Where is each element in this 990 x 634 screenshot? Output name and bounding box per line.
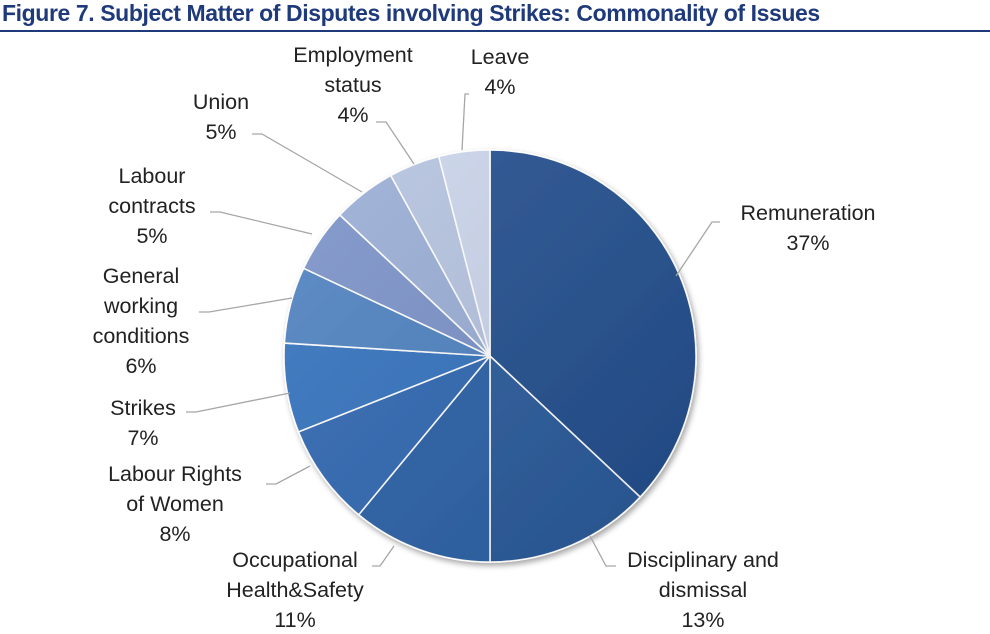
slice-name: Employment: [293, 43, 413, 67]
slice-name: Union: [193, 90, 249, 114]
title-underline: [0, 30, 990, 32]
slice-label: Remuneration 37%: [740, 201, 875, 255]
leader-line: [461, 93, 469, 151]
leader-line: [199, 297, 293, 313]
slice-percent: 5%: [136, 224, 167, 248]
slice-label: Union 5%: [193, 90, 249, 144]
slice-percent: 5%: [205, 120, 236, 144]
slice-percent: 6%: [125, 354, 156, 378]
pie-slices: [283, 149, 697, 563]
slice-label: Employment status 4%: [293, 43, 413, 127]
slice-name: Strikes: [110, 396, 176, 420]
leader-line: [266, 465, 311, 485]
slice-percent: 37%: [786, 231, 829, 255]
figure-title: Figure 7. Subject Matter of Disputes inv…: [2, 0, 820, 26]
slice-percent: 4%: [337, 103, 368, 127]
slice-name: Labour: [119, 164, 186, 188]
leader-line: [589, 535, 616, 567]
slice-labels: Remuneration 37% Disciplinary and dismissal…: [93, 43, 876, 632]
slice-label: Labour Rights of Women 8%: [108, 462, 242, 546]
leader-line: [372, 545, 395, 567]
slice-percent: 8%: [159, 522, 190, 546]
slice-label: Occupational Health&Safety 11%: [226, 548, 364, 632]
slice-percent: 7%: [127, 426, 158, 450]
slice-name: Remuneration: [740, 201, 875, 225]
slice-label: General working conditions 6%: [93, 264, 190, 378]
slice-name: Labour Rights: [108, 462, 242, 486]
slice-name: status: [324, 73, 381, 97]
slice-label: Disciplinary and dismissal 13%: [627, 548, 779, 632]
slice-percent: 4%: [484, 75, 515, 99]
slice-percent: 13%: [681, 608, 724, 632]
slice-name: working: [103, 294, 178, 318]
slice-name: of Women: [126, 492, 224, 516]
leader-lines: [186, 93, 720, 567]
slice-name: Leave: [471, 45, 530, 69]
leader-line: [376, 121, 415, 165]
leader-line: [210, 211, 313, 235]
slice-name: Disciplinary and: [627, 548, 779, 572]
slice-name: Occupational: [232, 548, 358, 572]
leader-line: [675, 221, 720, 277]
slice-name: conditions: [93, 324, 190, 348]
leader-line: [252, 133, 363, 193]
slice-label: Labour contracts 5%: [108, 164, 195, 248]
slice-name: dismissal: [659, 578, 747, 602]
slice-name: contracts: [108, 194, 195, 218]
slice-name: General: [103, 264, 180, 288]
slice-name: Health&Safety: [226, 578, 364, 602]
leader-line: [186, 392, 291, 413]
slice-label: Leave 4%: [471, 45, 530, 99]
slice-percent: 11%: [274, 608, 315, 632]
slice-label: Strikes 7%: [110, 396, 176, 450]
